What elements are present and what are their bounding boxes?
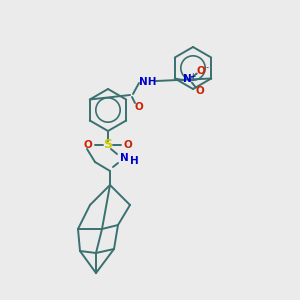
Text: O: O: [195, 85, 204, 95]
Text: H: H: [130, 156, 138, 166]
Text: O: O: [135, 102, 143, 112]
Text: NH: NH: [139, 77, 157, 87]
Text: S: S: [103, 139, 112, 152]
Text: +: +: [190, 72, 196, 81]
Text: N: N: [183, 74, 192, 85]
Text: O: O: [196, 65, 205, 76]
Text: N: N: [120, 153, 128, 163]
Text: -: -: [205, 63, 208, 72]
Text: O: O: [84, 140, 92, 150]
Text: O: O: [124, 140, 132, 150]
